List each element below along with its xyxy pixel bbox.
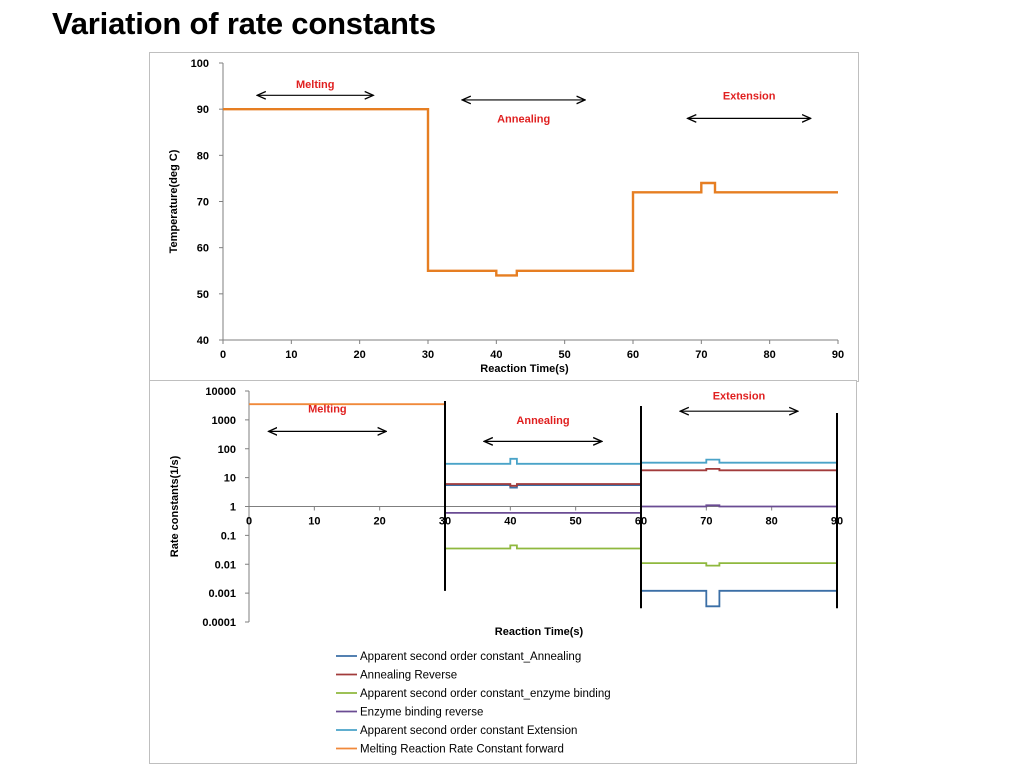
y-tick-label: 90 [197, 104, 209, 116]
x-tick-label: 60 [627, 349, 639, 361]
y-tick-label: 0.01 [215, 559, 236, 571]
x-tick-label: 10 [308, 516, 320, 528]
phase-label-melting: Melting [308, 403, 347, 415]
x-tick-label: 0 [246, 516, 252, 528]
phase-label-melting: Melting [296, 79, 335, 91]
y-tick-label: 60 [197, 243, 209, 255]
y-tick-label: 40 [197, 335, 209, 347]
y-tick-label: 1000 [212, 415, 236, 427]
x-tick-label: 50 [570, 516, 582, 528]
y-tick-label: 80 [197, 150, 209, 162]
legend-entry: Enzyme binding reverse [360, 707, 483, 719]
phase-label-extension: Extension [723, 90, 776, 102]
x-axis-title: Reaction Time(s) [495, 626, 584, 638]
rate-series-line-5 [641, 589, 837, 608]
legend-entry: Apparent second order constant Extension [360, 725, 577, 737]
legend-entry: Apparent second order constant_Annealing [360, 651, 581, 663]
phase-label-extension: Extension [713, 390, 766, 402]
x-tick-label: 50 [559, 349, 571, 361]
y-tick-label: 0.1 [221, 530, 236, 542]
slide-title: Variation of rate constants [52, 6, 436, 41]
phase-label-annealing: Annealing [516, 415, 569, 427]
y-tick-label: 1 [230, 502, 236, 514]
legend-entry: Annealing Reverse [360, 670, 457, 682]
x-tick-label: 80 [764, 349, 776, 361]
x-tick-label: 20 [374, 516, 386, 528]
y-axis-title: Rate constants(1/s) [169, 455, 181, 557]
x-tick-label: 10 [285, 349, 297, 361]
rate-constant-chart: 0.00010.0010.010.11101001000100000102030… [169, 386, 843, 756]
y-tick-label: 70 [197, 197, 209, 209]
temperature-series-line [223, 108, 838, 277]
y-tick-label: 50 [197, 289, 209, 301]
x-tick-label: 80 [766, 516, 778, 528]
legend-entry: Melting Reaction Rate Constant forward [360, 744, 564, 756]
x-tick-label: 20 [354, 349, 366, 361]
x-tick-label: 70 [695, 349, 707, 361]
rate-series-line-0 [445, 484, 641, 489]
x-axis-title: Reaction Time(s) [480, 363, 569, 375]
rate-constant-chart-panel: 0.00010.0010.010.11101001000100000102030… [149, 380, 857, 764]
x-tick-label: 30 [422, 349, 434, 361]
x-tick-label: 0 [220, 349, 226, 361]
x-tick-label: 40 [504, 516, 516, 528]
temperature-chart: 40 50 60 70 80 90 100 0 10 20 30 40 50 60 70 80 90 Reacti… [168, 58, 844, 375]
x-tick-label: 40 [490, 349, 502, 361]
y-tick-label: 0.0001 [202, 617, 236, 629]
x-tick-label: 90 [832, 349, 844, 361]
y-tick-label: 0.001 [208, 588, 236, 600]
y-tick-label: 10 [224, 473, 236, 485]
temperature-chart-panel: 40 50 60 70 80 90 100 0 10 20 30 40 50 60 70 80 90 Reacti… [149, 52, 859, 382]
phase-label-annealing: Annealing [497, 113, 550, 125]
y-axis-title: Temperature(deg C) [168, 149, 180, 253]
y-tick-label: 10000 [205, 386, 236, 398]
y-tick-label: 100 [191, 58, 209, 70]
legend-entry: Apparent second order constant_enzyme bi… [360, 688, 611, 700]
x-tick-label: 70 [700, 516, 712, 528]
y-tick-label: 100 [218, 444, 236, 456]
